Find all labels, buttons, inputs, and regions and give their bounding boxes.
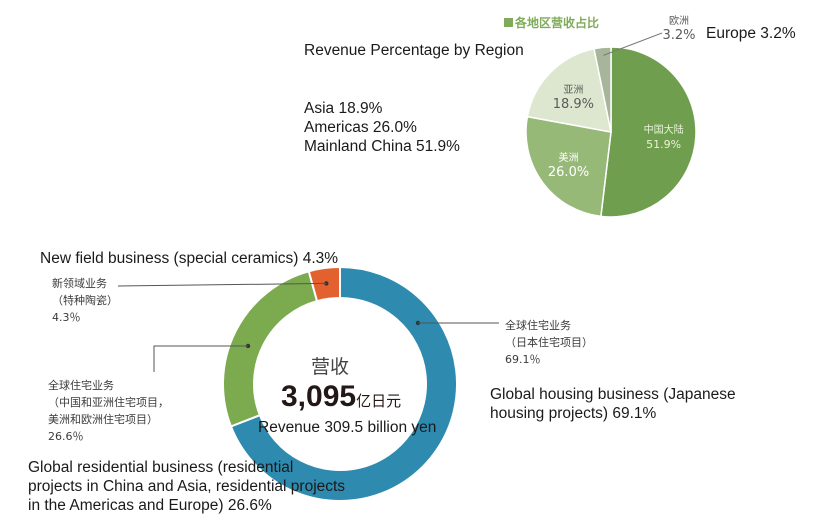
housing-label-zh: 全球住宅业务 （日本住宅项目） 69.1％ <box>505 319 593 366</box>
pie-slice-label-asia: 亚洲 <box>563 84 583 96</box>
new-field-label-zh: 新领域业务 （特种陶瓷） 4.3％ <box>52 277 118 324</box>
donut-segment-global-housing <box>229 265 458 502</box>
pie-slice-label-americas: 美洲 <box>559 151 579 164</box>
region-legend-asia: Asia 18.9% <box>304 100 383 117</box>
legend-square-icon <box>504 18 513 27</box>
pie-slice-value-mainland-china: 51.9% <box>646 138 681 151</box>
region-note-europe: Europe 3.2% <box>706 25 796 42</box>
leader-line-residential <box>153 345 248 372</box>
pie-title-zh: 各地区营收占比 <box>504 14 599 31</box>
donut-center-value-row: 3,095亿日元 <box>281 380 401 414</box>
new-field-label-en: New field business (special ceramics) 4.… <box>40 250 339 267</box>
pie-slice-label-europe: 欧洲 <box>669 15 689 27</box>
pie-title-en: Revenue Percentage by Region <box>304 42 524 59</box>
pie-slice-value-asia: 18.9% <box>553 97 594 112</box>
pie-slice-europe <box>593 46 612 133</box>
pie-slice-mainland-china <box>600 46 697 218</box>
pie-slice-value-europe: 3.2% <box>662 28 695 43</box>
pie-slice-asia <box>526 47 612 133</box>
pie-slice-label-mainland-china: 中国大陆 <box>644 123 684 136</box>
pie-leader-europe <box>603 32 663 56</box>
pie-slice-americas <box>525 115 612 218</box>
donut-center-value: 3,095 <box>281 380 357 413</box>
region-legend-mainland-china: Mainland China 51.9% <box>304 138 460 155</box>
pie-slice-value-americas: 26.0% <box>548 165 589 180</box>
leader-lines <box>117 281 499 372</box>
donut-center-en: Revenue 309.5 billion yen <box>258 419 437 436</box>
leader-line-new-field <box>117 282 327 287</box>
region-legend-americas: Americas 26.0% <box>304 119 417 136</box>
donut-center-zh: 营收 <box>311 356 350 378</box>
housing-label-en: Global housing business (Japanese housin… <box>490 386 736 422</box>
residential-label-zh: 全球住宅业务 （中国和亚洲住宅项目， 美洲和欧洲住宅项目） 26.6％ <box>48 379 169 443</box>
residential-label-en: Global residential business (residential… <box>28 459 346 514</box>
donut-center-unit: 亿日元 <box>356 392 402 410</box>
